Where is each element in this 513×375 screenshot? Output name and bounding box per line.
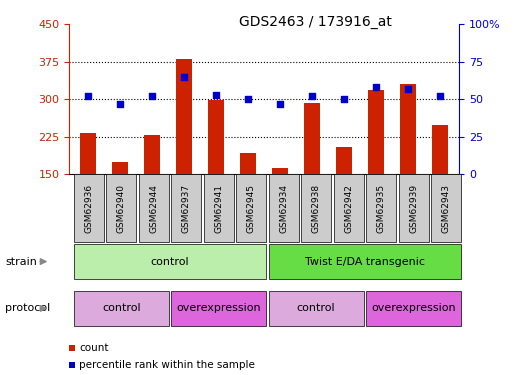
Text: GSM62934: GSM62934 xyxy=(279,184,288,232)
Text: GSM62938: GSM62938 xyxy=(312,184,321,232)
Bar xyxy=(400,84,416,174)
Bar xyxy=(432,125,448,174)
Point xyxy=(116,101,125,107)
Text: GDS2463 / 173916_at: GDS2463 / 173916_at xyxy=(239,15,391,29)
Point xyxy=(404,86,412,92)
Text: GSM62936: GSM62936 xyxy=(84,184,93,232)
Text: GSM62940: GSM62940 xyxy=(117,184,126,232)
Point xyxy=(148,93,156,99)
Text: GSM62944: GSM62944 xyxy=(149,184,158,232)
Bar xyxy=(368,90,384,174)
Text: GSM62935: GSM62935 xyxy=(377,184,386,232)
Text: GSM62939: GSM62939 xyxy=(409,184,418,232)
Point xyxy=(340,96,348,102)
Bar xyxy=(208,100,224,174)
Point xyxy=(244,96,252,102)
Text: GSM62945: GSM62945 xyxy=(247,184,255,232)
Bar xyxy=(144,135,161,174)
Point xyxy=(212,92,221,98)
Bar xyxy=(176,59,192,174)
Bar xyxy=(272,168,288,174)
Text: GSM62937: GSM62937 xyxy=(182,184,191,232)
Point xyxy=(276,101,284,107)
Point xyxy=(372,84,380,90)
Text: GSM62942: GSM62942 xyxy=(344,184,353,232)
Text: control: control xyxy=(297,303,336,313)
Text: percentile rank within the sample: percentile rank within the sample xyxy=(79,360,255,370)
Bar xyxy=(336,147,352,174)
Text: GSM62941: GSM62941 xyxy=(214,184,223,232)
Bar xyxy=(112,162,128,174)
Text: overexpression: overexpression xyxy=(176,303,261,313)
Point xyxy=(436,93,444,99)
Point xyxy=(84,93,92,99)
Text: count: count xyxy=(79,343,109,353)
Bar xyxy=(240,153,256,174)
Text: control: control xyxy=(151,256,189,267)
Text: overexpression: overexpression xyxy=(371,303,456,313)
Point xyxy=(308,93,316,99)
Point xyxy=(180,74,188,80)
Text: Twist E/DA transgenic: Twist E/DA transgenic xyxy=(305,256,425,267)
Text: strain: strain xyxy=(5,256,37,267)
Text: GSM62943: GSM62943 xyxy=(442,184,450,232)
Text: protocol: protocol xyxy=(5,303,50,313)
Text: control: control xyxy=(102,303,141,313)
Bar xyxy=(81,133,96,174)
Bar xyxy=(304,103,320,174)
